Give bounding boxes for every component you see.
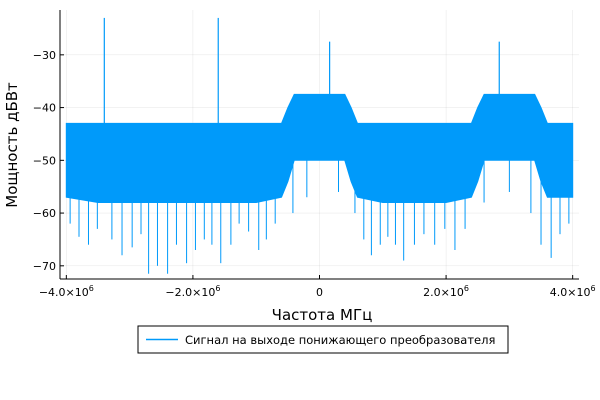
y-tick-label: −60 (33, 207, 56, 220)
y-ticks: −30 −40 −50 −60 −70 (33, 49, 64, 273)
y-tick-label: −70 (33, 260, 56, 273)
signal-noise-band (65, 93, 574, 203)
y-axis-label: Мощность дБВт (3, 82, 21, 208)
y-tick-label: −30 (33, 49, 56, 62)
x-tick-label: 0 (316, 286, 323, 299)
legend-box (137, 325, 509, 354)
legend-label: Сигнал на выходе понижающего преобразова… (185, 333, 495, 347)
x-tick-label: 4.0×106 (550, 284, 596, 299)
x-tick-label: 2.0×106 (423, 284, 469, 299)
y-tick-label: −50 (33, 154, 56, 167)
x-tick-label: −4.0×106 (39, 284, 94, 299)
legend: Сигнал на выходе понижающего преобразова… (137, 325, 509, 354)
y-tick-label: −40 (33, 102, 56, 115)
x-ticks: −4.0×106 −2.0×106 0 2.0×106 4.0×106 (39, 275, 596, 299)
x-axis-label: Частота МГц (272, 306, 373, 324)
series-signal (65, 17, 574, 274)
x-tick-label: −2.0×106 (165, 284, 220, 299)
